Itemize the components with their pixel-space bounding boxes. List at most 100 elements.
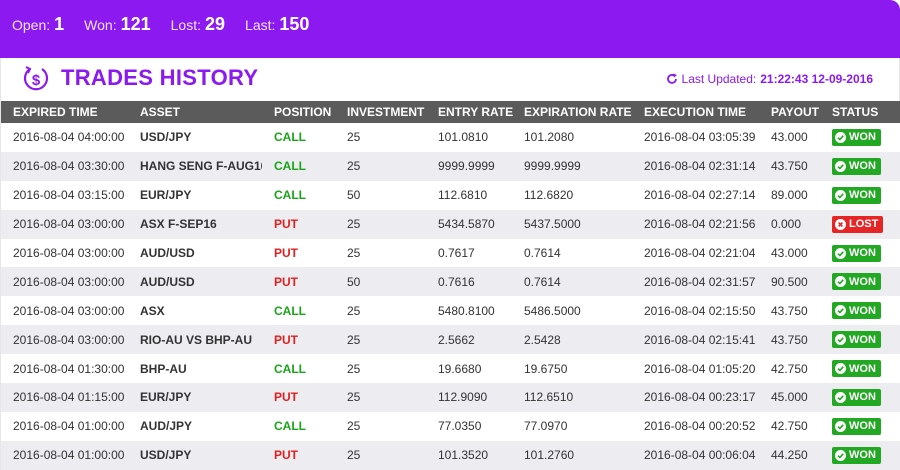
- stat-last: Last: 150: [245, 14, 309, 35]
- cell-expiration: 5437.5000: [524, 217, 581, 232]
- check-circle-icon: [835, 391, 846, 403]
- cell-entry: 77.0350: [438, 419, 482, 434]
- cell-position: CALL: [274, 159, 306, 174]
- check-circle-icon: [835, 131, 846, 143]
- check-circle-icon: [835, 420, 846, 432]
- cell-entry: 112.6810: [438, 188, 488, 203]
- status-badge: WON: [832, 128, 881, 146]
- status-text: WON: [849, 420, 876, 433]
- cell-status: WON: [820, 296, 900, 325]
- cell-entry: 19.6680: [438, 361, 482, 376]
- cell-position: CALL: [274, 419, 306, 434]
- cell-position: CALL: [274, 303, 306, 318]
- cell-expiration: 5486.5000: [524, 303, 581, 318]
- cell-entry: 112.9090: [438, 390, 488, 405]
- cell-expiration: 112.6820: [524, 188, 574, 203]
- cell-position: PUT: [274, 274, 298, 289]
- status-badge: WON: [832, 302, 881, 320]
- cell-execution: 2016-08-04 02:15:50: [644, 303, 756, 318]
- column-header[interactable]: PAYOUT: [771, 105, 820, 119]
- check-circle-icon: [835, 363, 846, 375]
- table-row[interactable]: 2016-08-04 01:30:00 BHP-AU CALL 25 19.6680 19…: [1, 354, 900, 384]
- stats-bar: Open: 1 Won: 121 Lost: 29 Last: 150: [0, 0, 900, 58]
- table-row[interactable]: 2016-08-04 01:00:00 AUD/JPY CALL 25 77.0350 7…: [1, 411, 900, 441]
- column-header[interactable]: POSITION: [274, 105, 332, 119]
- table-header-row: EXPIRED TIME ASSET POSITION INVESTMENT ENTRY…: [1, 101, 900, 123]
- column-header[interactable]: ENTRY RATE: [438, 105, 514, 119]
- status-badge: WON: [832, 273, 881, 291]
- page-title: TRADES HISTORY: [61, 65, 259, 90]
- cell-status: WON: [820, 152, 900, 181]
- cell-investment: 50: [347, 188, 361, 203]
- cell-expiration: 0.7614: [524, 274, 561, 289]
- check-circle-icon: [835, 276, 846, 288]
- table-row[interactable]: 2016-08-04 03:00:00 AUD/USD PUT 50 0.7616 0.7…: [1, 267, 900, 297]
- stat-label: Last:: [245, 17, 276, 33]
- table-row[interactable]: 2016-08-04 03:00:00 AUD/USD PUT 25 0.7617 0.7…: [1, 238, 900, 268]
- cell-expired: 2016-08-04 01:00:00: [13, 448, 125, 463]
- cell-payout: 43.000: [771, 246, 808, 260]
- cell-investment: 25: [347, 448, 361, 463]
- cell-position: CALL: [274, 130, 306, 145]
- cell-execution: 2016-08-04 02:21:04: [644, 246, 756, 260]
- column-header[interactable]: EXPIRATION RATE: [524, 105, 632, 119]
- status-text: WON: [849, 449, 876, 462]
- table-body: 2016-08-04 04:00:00 USD/JPY CALL 25 101.0810…: [1, 123, 900, 470]
- cell-expiration: 19.6750: [524, 361, 568, 376]
- column-header[interactable]: EXECUTION TIME: [644, 105, 747, 119]
- cell-expiration: 77.0970: [524, 419, 568, 434]
- cell-investment: 25: [347, 332, 361, 347]
- cell-investment: 50: [347, 274, 361, 289]
- status-badge: LOST: [832, 215, 884, 233]
- stat-label: Won:: [84, 17, 117, 33]
- cell-execution: 2016-08-04 00:23:17: [644, 390, 756, 405]
- cell-entry: 101.0810: [438, 130, 489, 145]
- cell-status: WON: [820, 123, 900, 152]
- cell-position: PUT: [274, 217, 298, 232]
- cell-expiration: 2.5428: [524, 332, 561, 347]
- cell-investment: 25: [347, 246, 361, 260]
- cell-position: CALL: [274, 188, 306, 203]
- cell-expiration: 101.2080: [524, 130, 575, 145]
- cell-investment: 25: [347, 419, 361, 434]
- stat-value: 29: [205, 14, 226, 34]
- status-text: WON: [849, 131, 876, 144]
- table-row[interactable]: 2016-08-04 03:00:00 ASX F-SEP16 PUT 25 5434.…: [1, 209, 900, 239]
- cell-status: WON: [820, 441, 900, 470]
- table-row[interactable]: 2016-08-04 03:00:00 RIO-AU VS BHP-AU PUT 25…: [1, 325, 900, 355]
- cell-expired: 2016-08-04 01:30:00: [13, 361, 125, 376]
- refresh-icon[interactable]: [666, 73, 678, 85]
- column-header[interactable]: EXPIRED TIME: [13, 105, 98, 119]
- cell-execution: 2016-08-04 00:20:52: [644, 419, 756, 434]
- table-row[interactable]: 2016-08-04 03:00:00 ASX CALL 25 5480.8100 548…: [1, 296, 900, 326]
- table-row[interactable]: 2016-08-04 03:15:00 EUR/JPY CALL 50 112.6810…: [1, 180, 900, 210]
- table-row[interactable]: 2016-08-04 04:00:00 USD/JPY CALL 25 101.0810…: [1, 123, 900, 152]
- cell-asset: HANG SENG F-AUG16: [140, 159, 262, 174]
- column-header[interactable]: INVESTMENT: [347, 105, 425, 119]
- column-header[interactable]: ASSET: [140, 105, 181, 119]
- stat-value: 150: [279, 14, 310, 34]
- status-text: WON: [849, 247, 876, 259]
- status-badge: WON: [832, 417, 881, 435]
- svg-text:$: $: [32, 72, 41, 89]
- cell-status: WON: [820, 239, 900, 268]
- cell-investment: 25: [347, 361, 361, 376]
- cell-payout: 42.750: [771, 361, 808, 376]
- table-row[interactable]: 2016-08-04 01:15:00 EUR/JPY PUT 25 112.9090 1…: [1, 383, 900, 412]
- cell-entry: 0.7617: [438, 246, 475, 260]
- cell-status: WON: [820, 354, 900, 383]
- column-header[interactable]: STATUS: [832, 105, 879, 119]
- cell-payout: 42.750: [771, 419, 808, 434]
- table-row[interactable]: 2016-08-04 03:30:00 HANG SENG F-AUG16 CALL…: [1, 151, 900, 181]
- table-row[interactable]: 2016-08-04 01:00:00 USD/JPY PUT 25 101.3520 1…: [1, 440, 900, 470]
- cell-payout: 43.750: [771, 332, 808, 347]
- cell-expiration: 112.6510: [524, 390, 574, 405]
- cell-execution: 2016-08-04 03:05:39: [644, 130, 756, 145]
- cell-expired: 2016-08-04 03:00:00: [13, 332, 125, 347]
- cell-asset: USD/JPY: [140, 448, 192, 463]
- cell-asset: EUR/JPY: [140, 188, 192, 203]
- cell-investment: 25: [347, 130, 361, 145]
- cell-status: WON: [820, 412, 900, 441]
- cell-status: WON: [820, 383, 900, 412]
- cell-execution: 2016-08-04 02:27:14: [644, 188, 756, 203]
